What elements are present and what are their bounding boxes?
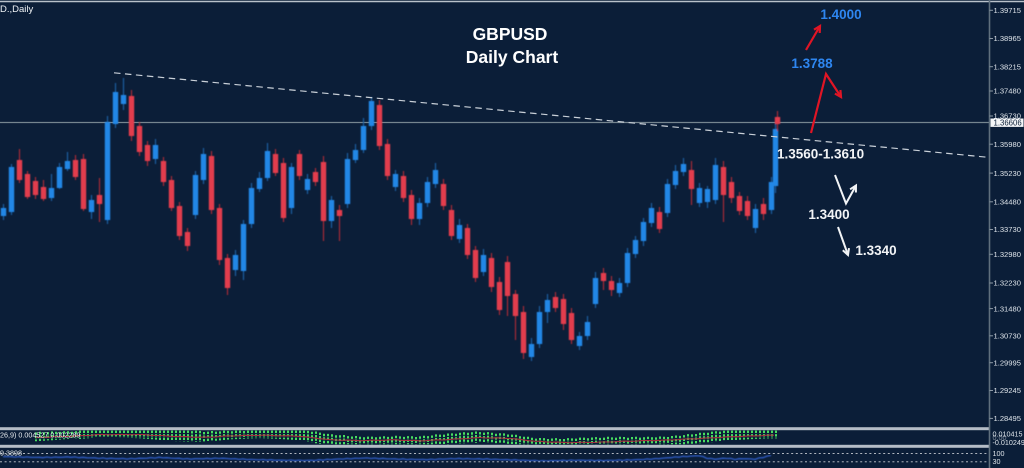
svg-text:1.31480: 1.31480 (994, 304, 1021, 313)
svg-text:0.010415: 0.010415 (993, 429, 1023, 438)
svg-text:1.28495: 1.28495 (994, 414, 1021, 423)
svg-text:1.38965: 1.38965 (994, 34, 1021, 43)
svg-text:1.37480: 1.37480 (994, 87, 1021, 96)
svg-text:1.36730: 1.36730 (994, 112, 1021, 121)
svg-text:1.38215: 1.38215 (994, 62, 1021, 71)
svg-text:9.3898: 9.3898 (0, 448, 22, 457)
svg-text:0.00: 0.00 (993, 433, 1007, 442)
svg-text:1.32230: 1.32230 (994, 279, 1021, 288)
svg-text:1.29995: 1.29995 (994, 358, 1021, 367)
svg-text:1.33730: 1.33730 (994, 225, 1021, 234)
svg-text:1.35230: 1.35230 (994, 169, 1021, 178)
svg-text:-0.010249: -0.010249 (993, 438, 1024, 447)
svg-text:1.34480: 1.34480 (994, 198, 1021, 207)
svg-text:GBPUSD: GBPUSD (473, 24, 548, 44)
svg-text:Daily Chart: Daily Chart (466, 47, 559, 67)
svg-text:D.,Daily: D.,Daily (0, 4, 34, 15)
svg-text:1.30730: 1.30730 (994, 332, 1021, 341)
svg-text:100: 100 (993, 449, 1005, 458)
svg-text:1.3788: 1.3788 (791, 56, 833, 71)
svg-text:1.29245: 1.29245 (994, 386, 1021, 395)
svg-text:1.35980: 1.35980 (994, 140, 1021, 149)
svg-text:1.3340: 1.3340 (855, 243, 896, 258)
svg-text:1.3400: 1.3400 (808, 207, 849, 222)
svg-text:1.32980: 1.32980 (994, 250, 1021, 259)
svg-text:1.4000: 1.4000 (820, 7, 861, 22)
svg-text:1.39715: 1.39715 (994, 6, 1021, 15)
svg-text:26,9) 0.004527 0.002289: 26,9) 0.004527 0.002289 (0, 430, 80, 439)
svg-text:30: 30 (993, 457, 1001, 466)
svg-text:1.36606: 1.36606 (994, 119, 1022, 128)
svg-text:1.3560-1.3610: 1.3560-1.3610 (777, 147, 864, 162)
